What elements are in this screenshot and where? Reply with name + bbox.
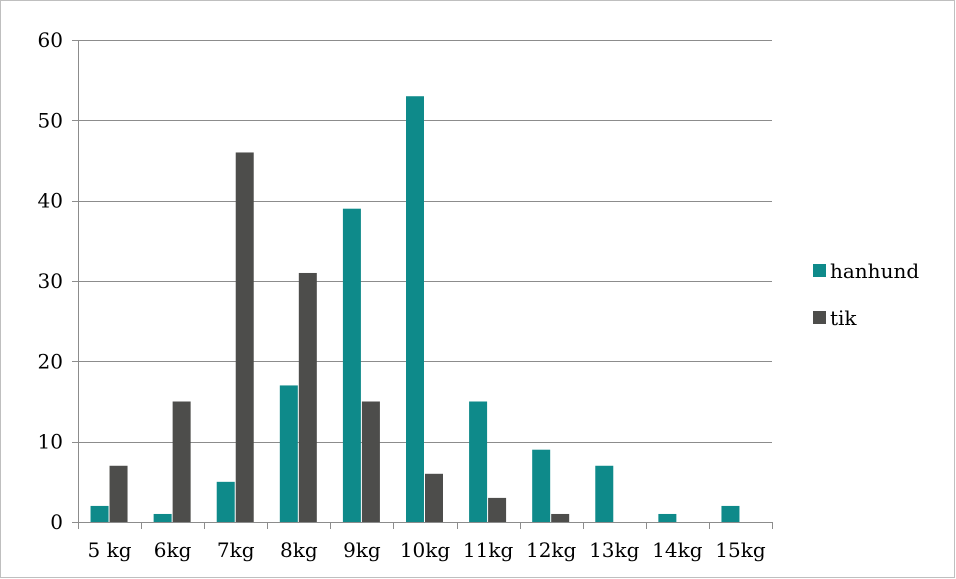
y-tick-label-60: 60	[38, 28, 63, 52]
x-tick-label-12kg: 12kg	[526, 538, 577, 562]
bar-tik-10kg	[425, 473, 443, 522]
bar-hanhund-5kg	[90, 505, 109, 522]
y-tick-label-30: 30	[38, 269, 63, 293]
legend-label-tik: tik	[830, 306, 857, 330]
bar-hanhund-9kg	[342, 208, 361, 522]
bar-tik-9kg	[361, 401, 380, 522]
legend-label-hanhund: hanhund	[830, 259, 919, 283]
bar-tik-12kg	[551, 513, 570, 522]
bar-hanhund-14kg	[658, 513, 677, 522]
y-tick-label-0: 0	[50, 510, 63, 534]
gridlines	[78, 40, 772, 443]
bar-hanhund-8kg	[279, 385, 298, 522]
axes	[72, 40, 773, 529]
bar-hanhund-12kg	[532, 449, 551, 522]
x-tick-label-11kg: 11kg	[463, 538, 514, 562]
y-tick-labels: 0 10 20 30 40 50 60	[38, 28, 63, 534]
x-tick-label-14kg: 14kg	[652, 538, 703, 562]
y-tick-label-40: 40	[38, 189, 63, 213]
bar-hanhund-11kg	[469, 401, 488, 522]
x-tick-label-10kg: 10kg	[400, 538, 451, 562]
x-tick-label-13kg: 13kg	[589, 538, 640, 562]
bar-hanhund-10kg	[406, 96, 424, 522]
bar-tik-5kg	[109, 465, 128, 522]
x-tick-labels: 5 kg 6kg 7kg 8kg 9kg 10kg 11kg 12kg 13kg 14kg 15kg	[88, 538, 766, 562]
x-tick-label-8kg: 8kg	[280, 538, 318, 562]
x-tick-label-5kg: 5 kg	[88, 538, 132, 562]
bar-hanhund-7kg	[216, 481, 235, 522]
y-tick-label-50: 50	[38, 108, 63, 132]
bar-tik-7kg	[235, 152, 254, 522]
legend-swatch-tik	[813, 311, 826, 324]
y-tick-label-20: 20	[38, 349, 63, 373]
legend-swatch-hanhund	[813, 264, 826, 277]
x-tick-label-15kg: 15kg	[715, 538, 766, 562]
bar-tik-11kg	[488, 497, 507, 522]
x-tick-label-6kg: 6kg	[154, 538, 192, 562]
bars	[90, 96, 740, 522]
x-tick-label-7kg: 7kg	[217, 538, 255, 562]
bar-hanhund-13kg	[595, 465, 614, 522]
x-tick-label-9kg: 9kg	[343, 538, 381, 562]
bar-tik-6kg	[172, 401, 191, 522]
legend: hanhund tik	[813, 259, 919, 330]
bar-hanhund-15kg	[721, 505, 740, 522]
bar-hanhund-6kg	[153, 513, 172, 522]
bar-tik-8kg	[298, 272, 317, 522]
y-tick-label-10: 10	[38, 430, 63, 454]
